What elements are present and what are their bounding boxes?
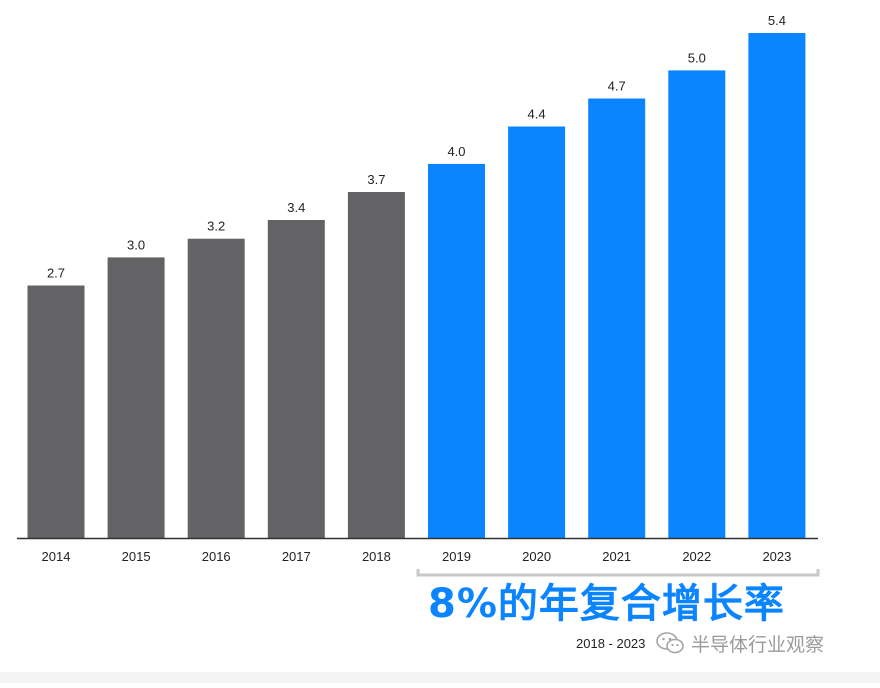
bar-2017 — [267, 220, 325, 538]
x-tick-label-2022: 2022 — [682, 549, 711, 564]
x-tick-label-2021: 2021 — [602, 549, 631, 564]
data-label-2016: 3.2 — [207, 219, 225, 234]
bar-2022 — [668, 70, 726, 539]
data-label-2022: 5.0 — [688, 50, 706, 65]
bar-2019 — [428, 163, 485, 538]
x-tick-label-2017: 2017 — [282, 549, 311, 564]
data-label-2020: 4.4 — [528, 107, 546, 122]
cagr-range-label: 2018 - 2023 — [576, 636, 646, 651]
bar-2021 — [588, 98, 646, 538]
bar-2015 — [107, 257, 165, 538]
data-label-2018: 3.7 — [367, 172, 385, 187]
forecast-bracket — [416, 569, 820, 577]
bar-2020 — [508, 126, 566, 538]
data-label-2017: 3.4 — [287, 200, 305, 215]
data-label-2021: 4.7 — [608, 79, 626, 94]
data-label-2019: 4.0 — [447, 144, 465, 159]
bar-2014 — [27, 285, 85, 538]
bottom-band — [0, 672, 880, 683]
data-label-2015: 3.0 — [127, 237, 145, 252]
x-tick-label-2018: 2018 — [362, 549, 391, 564]
x-tick-label-2016: 2016 — [202, 549, 231, 564]
data-label-2023: 5.4 — [768, 13, 786, 28]
watermark-text: 半导体行业观察 — [691, 633, 825, 656]
bar-2023 — [748, 33, 806, 538]
wechat-icon — [656, 632, 684, 654]
x-tick-label-2014: 2014 — [42, 549, 71, 564]
bar-2016 — [187, 238, 245, 538]
cagr-annotation: 8%的年复合增长率 — [428, 581, 785, 627]
watermark: 半导体行业观察 — [655, 628, 824, 658]
data-label-2014: 2.7 — [47, 266, 65, 281]
x-tick-label-2020: 2020 — [522, 549, 551, 564]
x-tick-label-2019: 2019 — [442, 549, 471, 564]
bar-2018 — [347, 192, 405, 538]
x-tick-label-2023: 2023 — [762, 549, 791, 564]
x-tick-label-2015: 2015 — [122, 549, 151, 564]
